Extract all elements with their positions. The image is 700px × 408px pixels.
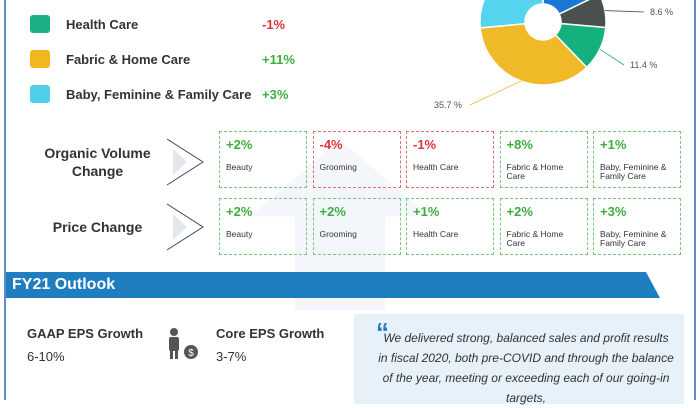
segment-name: Health Care	[66, 16, 139, 32]
pie-slice	[479, 22, 588, 86]
gaap-eps: GAAP EPS Growth 6-10%	[27, 326, 143, 364]
card-value: +2%	[226, 204, 253, 219]
segment-growth: +11%	[262, 51, 295, 67]
pie-slice	[479, 0, 544, 29]
card-segment: Health Care	[413, 229, 459, 239]
core-eps-value: 3-7%	[216, 349, 247, 364]
pie-leader-line	[599, 48, 625, 66]
core-eps: Core EPS Growth 3-7%	[216, 326, 324, 364]
segment-donut-chart: 8.6 % 11.4 % 35.7 %	[434, 0, 673, 110]
volume-card: -1% Health Care	[406, 131, 494, 188]
outlook-banner: FY21 Outlook	[6, 272, 660, 298]
price-card: +2% Grooming	[312, 198, 401, 255]
volume-card: +1% Baby, Feminine & Family Care	[593, 131, 681, 188]
card-value: -1%	[413, 137, 437, 152]
card-segment: Baby, Feminine & Family Care	[600, 229, 667, 248]
gaap-eps-value: 6-10%	[27, 349, 65, 364]
person-money-icon: $	[169, 328, 198, 359]
card-segment: Beauty	[226, 162, 253, 172]
volume-card: +8% Fabric & Home Care	[499, 131, 588, 188]
pie-leader-line	[469, 80, 522, 106]
segment-name: Baby, Feminine & Family Care	[66, 86, 252, 102]
volume-card: -4% Grooming	[312, 131, 401, 188]
segment-row: Fabric & Home Care +11%	[30, 44, 295, 74]
detergent-icon	[30, 50, 50, 68]
card-segment: Fabric & Home Care	[506, 229, 564, 248]
card-segment: Grooming	[319, 162, 357, 172]
card-value: +2%	[506, 204, 533, 219]
segment-growth: -1%	[262, 16, 286, 32]
card-segment: Baby, Feminine & Family Care	[600, 162, 667, 181]
card-value: +3%	[600, 204, 627, 219]
family-icon	[30, 85, 50, 103]
volume-row-label: Organic Volume Change	[44, 145, 151, 179]
card-segment: Fabric & Home Care	[506, 162, 564, 181]
core-eps-label: Core EPS Growth	[216, 326, 325, 341]
card-value: -4%	[319, 137, 343, 152]
quote-text: We delivered strong, balanced sales and …	[378, 331, 674, 405]
infographic-frame	[4, 0, 696, 400]
price-card: +2% Beauty	[219, 198, 307, 255]
price-card: +1% Health Care	[406, 198, 494, 255]
pie-leader-line	[604, 10, 645, 13]
card-value: +1%	[413, 204, 440, 219]
segment-row: Health Care -1%	[30, 9, 285, 39]
price-row-label: Price Change	[52, 219, 143, 235]
segment-row: Baby, Feminine & Family Care +3%	[30, 79, 288, 109]
chevron-right-icon	[166, 138, 204, 186]
hospital-icon	[30, 15, 50, 33]
price-card: +2% Fabric & Home Care	[499, 198, 588, 255]
card-value: +2%	[226, 137, 253, 152]
pie-slice-label: 11.4 %	[630, 60, 657, 70]
volume-card: +2% Beauty	[219, 131, 307, 188]
pie-slice-label: 8.6 %	[650, 7, 673, 17]
chevron-right-icon	[166, 203, 204, 251]
card-segment: Beauty	[226, 229, 253, 239]
ceo-quote: “We delivered strong, balanced sales and…	[354, 314, 684, 405]
segment-name: Fabric & Home Care	[66, 51, 191, 67]
card-value: +8%	[506, 137, 533, 152]
card-value: +1%	[600, 137, 627, 152]
outlook-title: FY21 Outlook	[12, 276, 116, 293]
card-value: +2%	[319, 204, 346, 219]
pie-slice	[542, 0, 590, 16]
quote-mark-icon: “	[376, 317, 389, 347]
card-segment: Grooming	[319, 229, 357, 239]
card-segment: Health Care	[413, 162, 459, 172]
price-card: +3% Baby, Feminine & Family Care	[593, 198, 681, 255]
pie-slice-label: 35.7 %	[434, 100, 462, 110]
gaap-eps-label: GAAP EPS Growth	[27, 326, 144, 341]
svg-text:$: $	[188, 348, 194, 359]
segment-growth: +3%	[262, 86, 289, 102]
